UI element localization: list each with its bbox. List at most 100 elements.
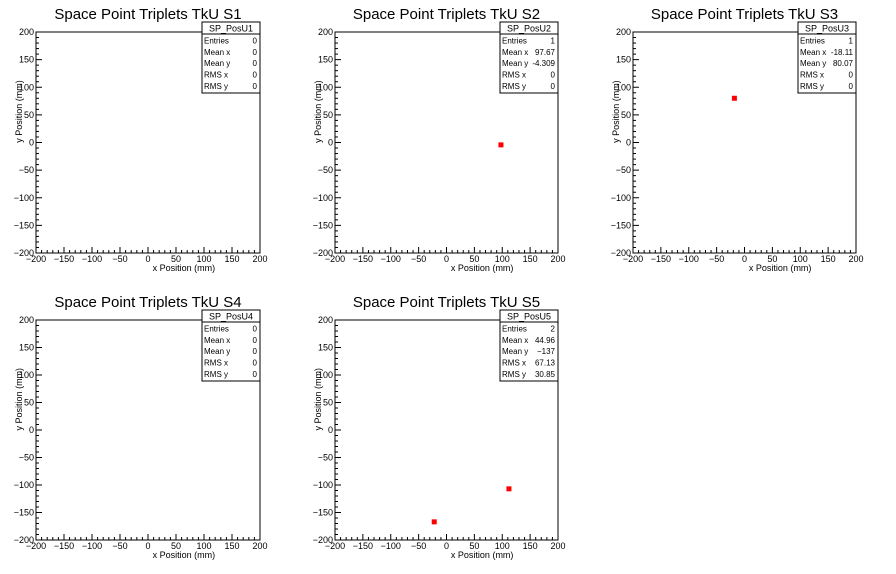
panel-title: Space Point Triplets TkU S2 <box>353 6 540 23</box>
stats-label: RMS x <box>204 71 228 80</box>
stats-value: 0 <box>253 347 258 356</box>
y-axis-title: y Position (mm) <box>313 368 323 431</box>
scatter-panel-1: Space Point Triplets TkU S1−200 −150 −100−… <box>14 6 268 273</box>
x-tick-label: −200 <box>325 541 345 551</box>
x-tick-label: −50 <box>112 541 127 551</box>
stats-label: Entries <box>800 36 825 45</box>
stats-label: Mean x <box>800 48 826 57</box>
stats-value: 0 <box>849 71 854 80</box>
stats-box-name: SP_PosU1 <box>209 24 253 34</box>
data-point <box>431 519 437 525</box>
stats-label: RMS y <box>502 370 526 379</box>
x-tick-label: 0 <box>145 541 150 551</box>
y-tick-label: −50 <box>19 165 34 175</box>
y-tick-label: 50 <box>24 398 34 408</box>
x-tick-label: −100 <box>679 254 699 264</box>
stats-value: 80.07 <box>833 59 854 68</box>
stats-label: RMS y <box>800 82 824 91</box>
x-tick-label: 150 <box>224 254 239 264</box>
x-tick-label: 0 <box>742 254 747 264</box>
data-point <box>506 486 512 492</box>
y-tick-label: 0 <box>626 138 631 148</box>
stats-label: RMS x <box>502 71 526 80</box>
y-tick-label: 150 <box>19 55 34 65</box>
stats-label: RMS y <box>204 370 228 379</box>
y-tick-label: −150 <box>611 220 631 230</box>
x-tick-label: 150 <box>821 254 836 264</box>
x-tick-label: −200 <box>623 254 643 264</box>
y-axis-title: y Position (mm) <box>14 368 24 431</box>
x-tick-label: −100 <box>82 541 102 551</box>
y-tick-label: −50 <box>19 453 34 463</box>
panel-title: Space Point Triplets TkU S3 <box>651 6 838 23</box>
data-point <box>498 142 504 148</box>
stats-label: Entries <box>204 324 229 333</box>
y-tick-label: −100 <box>14 480 34 490</box>
stats-value: 0 <box>253 359 258 368</box>
stats-value: 44.96 <box>535 336 556 345</box>
stats-value: 0 <box>253 370 258 379</box>
stats-value: 30.85 <box>535 370 556 379</box>
x-tick-label: 50 <box>469 541 479 551</box>
y-tick-label: −50 <box>318 165 333 175</box>
y-tick-label: −150 <box>14 220 34 230</box>
x-tick-label: −100 <box>381 254 401 264</box>
stats-label: RMS y <box>502 82 526 91</box>
y-tick-label: −200 <box>313 535 333 545</box>
y-axis-title: y Position (mm) <box>14 80 24 143</box>
y-tick-label: −150 <box>14 508 34 518</box>
x-tick-label: 200 <box>848 254 863 264</box>
stats-value: -18.11 <box>831 48 854 57</box>
data-point <box>731 95 737 101</box>
x-tick-label: −50 <box>709 254 724 264</box>
x-tick-label: 200 <box>252 254 267 264</box>
y-tick-label: 100 <box>318 82 333 92</box>
y-tick-label: −100 <box>313 480 333 490</box>
stats-label: Mean y <box>800 59 826 68</box>
stats-box-name: SP_PosU3 <box>805 24 849 34</box>
y-tick-label: −150 <box>313 220 333 230</box>
scatter-panel-2: Space Point Triplets TkU S2−200 −150 −100−… <box>313 6 566 273</box>
y-tick-label: 150 <box>318 343 333 353</box>
stats-label: Mean x <box>204 48 230 57</box>
y-tick-label: −100 <box>313 193 333 203</box>
y-tick-label: 200 <box>616 27 631 37</box>
x-tick-label: −200 <box>26 541 46 551</box>
y-tick-label: 150 <box>318 55 333 65</box>
stats-value: 0 <box>253 59 258 68</box>
stats-value: 0 <box>551 82 556 91</box>
stats-label: Mean x <box>204 336 230 345</box>
x-tick-label: 100 <box>495 254 510 264</box>
y-tick-label: 0 <box>29 425 34 435</box>
x-tick-label: 50 <box>171 541 181 551</box>
x-tick-label: −150 <box>54 254 74 264</box>
x-tick-label: 50 <box>171 254 181 264</box>
x-tick-label: 0 <box>444 541 449 551</box>
x-axis-title: x Position (mm) <box>153 550 216 560</box>
stats-label: Mean y <box>502 59 528 68</box>
stats-label: Mean x <box>502 48 528 57</box>
x-tick-label: −150 <box>353 541 373 551</box>
panel-title: Space Point Triplets TkU S5 <box>353 294 540 311</box>
y-tick-label: 50 <box>323 398 333 408</box>
y-tick-label: 100 <box>19 82 34 92</box>
y-axis-title: y Position (mm) <box>611 80 621 143</box>
scatter-panel-4: Space Point Triplets TkU S4−200 −150 −100−… <box>14 294 268 560</box>
stats-box-name: SP_PosU4 <box>209 312 253 322</box>
stats-label: RMS x <box>800 71 824 80</box>
y-tick-label: −50 <box>318 453 333 463</box>
y-tick-label: 200 <box>19 27 34 37</box>
stats-label: RMS x <box>502 359 526 368</box>
stats-value: 0 <box>253 36 258 45</box>
y-tick-label: 0 <box>29 138 34 148</box>
stats-label: Mean y <box>204 347 230 356</box>
stats-value: 2 <box>551 324 556 333</box>
stats-value: 0 <box>253 71 258 80</box>
scatter-panel-3: Space Point Triplets TkU S3 −200 −150 −100−… <box>611 6 864 273</box>
y-tick-label: 50 <box>24 110 34 120</box>
stats-value: -4.309 <box>532 59 555 68</box>
stats-value: 67.13 <box>535 359 556 368</box>
y-axis-title: y Position (mm) <box>313 80 323 143</box>
stats-value: 97.67 <box>535 48 556 57</box>
